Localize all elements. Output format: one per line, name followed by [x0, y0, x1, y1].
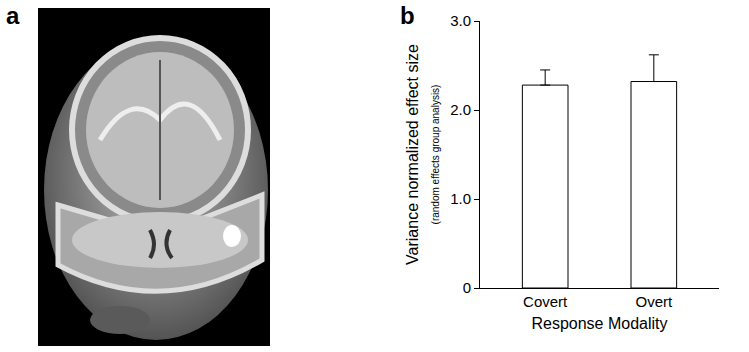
- svg-text:0: 0: [463, 279, 471, 296]
- svg-text:1.0: 1.0: [450, 190, 471, 207]
- svg-text:Response Modality: Response Modality: [531, 315, 667, 332]
- svg-text:3.0: 3.0: [450, 12, 471, 29]
- svg-text:Variance normalized effect siz: Variance normalized effect size(random e…: [404, 44, 441, 265]
- svg-text:Overt: Overt: [635, 293, 673, 310]
- svg-text:Covert: Covert: [523, 293, 568, 310]
- svg-text:2.0: 2.0: [450, 101, 471, 118]
- html-text:a: a: [6, 2, 20, 29]
- html-text:b: b: [400, 2, 415, 29]
